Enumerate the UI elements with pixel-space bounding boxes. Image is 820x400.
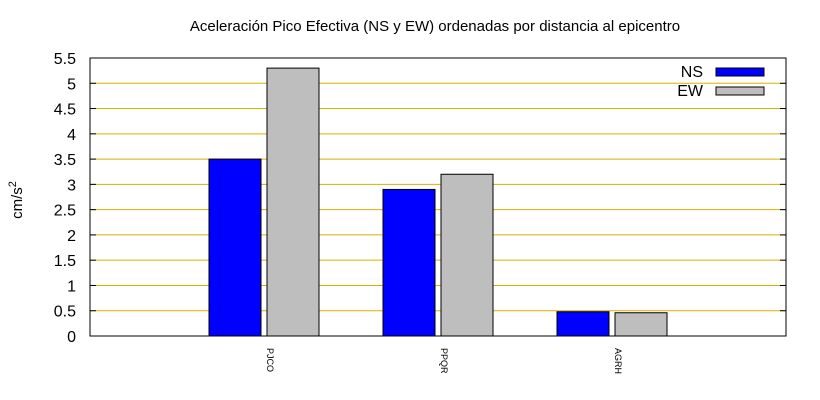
- y-tick-label: 4.5: [54, 102, 76, 119]
- bar-ns-agrh: [556, 311, 610, 337]
- plot-frame: [89, 57, 787, 337]
- bar-ew-pjco: [266, 67, 320, 337]
- y-tick-label: 1: [67, 278, 76, 295]
- legend-swatch: [715, 67, 765, 77]
- grid-lines: [90, 82, 786, 312]
- y-tick-label: 2: [67, 228, 76, 245]
- y-tick-label: 5: [67, 76, 76, 93]
- legend-label: EW: [677, 83, 704, 100]
- legend-label: NS: [681, 64, 703, 81]
- chart-title: Aceleración Pico Efectiva (NS y EW) orde…: [190, 18, 680, 35]
- x-category-label: PPQR: [439, 348, 449, 374]
- y-tick-label: 2.5: [54, 203, 76, 220]
- y-tick-label: 5.5: [54, 51, 76, 68]
- bar-ns-pjco: [208, 158, 262, 337]
- legend-swatch: [715, 86, 765, 96]
- y-tick-label: 1.5: [54, 253, 76, 270]
- legend: NS EW: [677, 64, 765, 100]
- y-axis-label-base: cm/s: [9, 187, 26, 219]
- y-tick-label: 3.5: [54, 152, 76, 169]
- y-tick-label: 4: [67, 127, 76, 144]
- bar-ew-agrh: [614, 312, 668, 337]
- y-tick-label: 0: [67, 329, 76, 346]
- y-tick-label: 3: [67, 177, 76, 194]
- x-category-label: PJCO: [265, 348, 275, 372]
- y-axis-ticks: 0 0.5 1 1.5 2 2.5 3 3.5 4 4.5 5 5.5: [54, 51, 786, 346]
- bar-ns-ppqr: [382, 188, 436, 337]
- bar-ew-ppqr: [440, 173, 494, 337]
- y-axis-label-exponent: 2: [7, 181, 19, 187]
- y-tick-label: 0.5: [54, 304, 76, 321]
- y-axis-label: cm/s2: [7, 181, 26, 219]
- x-axis-categories: PJCO PPQR AGRH: [265, 348, 623, 374]
- x-category-label: AGRH: [613, 348, 623, 374]
